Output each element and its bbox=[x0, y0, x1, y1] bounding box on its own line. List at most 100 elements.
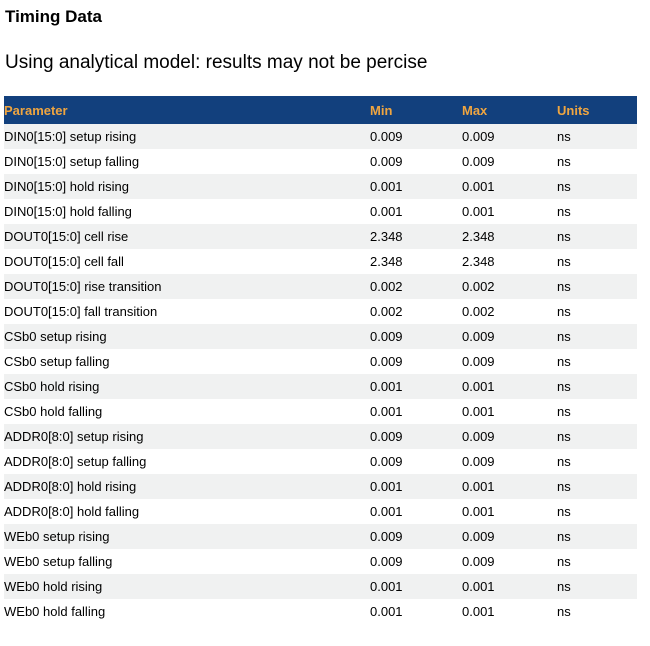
cell-min: 0.009 bbox=[370, 529, 403, 544]
cell-min: 0.009 bbox=[370, 129, 403, 144]
cell-max: 0.009 bbox=[462, 329, 495, 344]
cell-parameter: CSb0 setup rising bbox=[4, 329, 107, 344]
cell-parameter: DIN0[15:0] setup falling bbox=[4, 154, 140, 169]
table-row: WEb0 hold rising 0.001 0.001 ns bbox=[4, 574, 637, 599]
table-row: WEb0 setup falling 0.009 0.009 ns bbox=[4, 549, 637, 574]
cell-parameter: ADDR0[8:0] setup rising bbox=[4, 429, 144, 444]
cell-min: 0.001 bbox=[370, 204, 403, 219]
cell-units: ns bbox=[557, 179, 571, 194]
cell-min: 2.348 bbox=[370, 254, 403, 269]
cell-max: 0.001 bbox=[462, 379, 495, 394]
cell-parameter: CSb0 hold falling bbox=[4, 404, 103, 419]
cell-min: 0.002 bbox=[370, 279, 403, 294]
cell-units: ns bbox=[557, 204, 571, 219]
table-row: DIN0[15:0] hold falling 0.001 0.001 ns bbox=[4, 199, 637, 224]
cell-max: 0.001 bbox=[462, 204, 495, 219]
cell-parameter: WEb0 hold falling bbox=[4, 604, 106, 619]
cell-parameter: CSb0 setup falling bbox=[4, 354, 110, 369]
table-row: DOUT0[15:0] cell fall 2.348 2.348 ns bbox=[4, 249, 637, 274]
cell-parameter: DOUT0[15:0] cell rise bbox=[4, 229, 129, 244]
cell-parameter: WEb0 setup rising bbox=[4, 529, 110, 544]
cell-parameter: ADDR0[8:0] hold rising bbox=[4, 479, 137, 494]
cell-units: ns bbox=[557, 604, 571, 619]
column-header-max: Max bbox=[462, 96, 557, 124]
cell-units: ns bbox=[557, 304, 571, 319]
cell-units: ns bbox=[557, 129, 571, 144]
cell-max: 0.002 bbox=[462, 304, 495, 319]
timing-data-table: Parameter Min Max Units DIN0[15:0] setup… bbox=[4, 96, 637, 624]
table-row: DOUT0[15:0] rise transition 0.002 0.002 ns bbox=[4, 274, 637, 299]
cell-max: 0.001 bbox=[462, 404, 495, 419]
cell-parameter: ADDR0[8:0] hold falling bbox=[4, 504, 140, 519]
cell-min: 0.001 bbox=[370, 404, 403, 419]
cell-parameter: WEb0 setup falling bbox=[4, 554, 113, 569]
cell-min: 0.001 bbox=[370, 379, 403, 394]
table-row: CSb0 hold falling 0.001 0.001 ns bbox=[4, 399, 637, 424]
cell-min: 0.009 bbox=[370, 354, 403, 369]
cell-min: 0.009 bbox=[370, 454, 403, 469]
table-header-row: Parameter Min Max Units bbox=[4, 96, 637, 124]
cell-max: 0.009 bbox=[462, 454, 495, 469]
cell-max: 0.009 bbox=[462, 429, 495, 444]
table-row: ADDR0[8:0] hold rising 0.001 0.001 ns bbox=[4, 474, 637, 499]
cell-min: 0.001 bbox=[370, 479, 403, 494]
cell-min: 0.001 bbox=[370, 504, 403, 519]
table-row: ADDR0[8:0] hold falling 0.001 0.001 ns bbox=[4, 499, 637, 524]
table-row: ADDR0[8:0] setup rising 0.009 0.009 ns bbox=[4, 424, 637, 449]
table-row: CSb0 hold rising 0.001 0.001 ns bbox=[4, 374, 637, 399]
cell-parameter: CSb0 hold rising bbox=[4, 379, 100, 394]
cell-max: 0.001 bbox=[462, 179, 495, 194]
cell-units: ns bbox=[557, 404, 571, 419]
cell-min: 0.002 bbox=[370, 304, 403, 319]
cell-parameter: DIN0[15:0] hold rising bbox=[4, 179, 130, 194]
cell-max: 2.348 bbox=[462, 254, 495, 269]
cell-min: 0.009 bbox=[370, 554, 403, 569]
cell-min: 2.348 bbox=[370, 229, 403, 244]
cell-units: ns bbox=[557, 579, 571, 594]
cell-parameter: WEb0 hold rising bbox=[4, 579, 103, 594]
table-row: WEb0 setup rising 0.009 0.009 ns bbox=[4, 524, 637, 549]
cell-max: 0.001 bbox=[462, 504, 495, 519]
cell-units: ns bbox=[557, 229, 571, 244]
cell-units: ns bbox=[557, 279, 571, 294]
cell-parameter: ADDR0[8:0] setup falling bbox=[4, 454, 147, 469]
cell-max: 0.009 bbox=[462, 554, 495, 569]
table-row: ADDR0[8:0] setup falling 0.009 0.009 ns bbox=[4, 449, 637, 474]
cell-max: 0.009 bbox=[462, 529, 495, 544]
table-row: WEb0 hold falling 0.001 0.001 ns bbox=[4, 599, 637, 624]
table-row: CSb0 setup falling 0.009 0.009 ns bbox=[4, 349, 637, 374]
table-row: DIN0[15:0] hold rising 0.001 0.001 ns bbox=[4, 174, 637, 199]
cell-units: ns bbox=[557, 429, 571, 444]
cell-units: ns bbox=[557, 379, 571, 394]
column-header-min: Min bbox=[370, 96, 462, 124]
cell-parameter: DOUT0[15:0] cell fall bbox=[4, 254, 124, 269]
table-row: DOUT0[15:0] fall transition 0.002 0.002 ns bbox=[4, 299, 637, 324]
cell-max: 0.001 bbox=[462, 604, 495, 619]
cell-min: 0.009 bbox=[370, 429, 403, 444]
table-body: DIN0[15:0] setup rising 0.009 0.009 ns DIN0[… bbox=[4, 124, 637, 624]
cell-parameter: DIN0[15:0] hold falling bbox=[4, 204, 132, 219]
table-row: CSb0 setup rising 0.009 0.009 ns bbox=[4, 324, 637, 349]
page-subtitle: Using analytical model: results may not … bbox=[5, 52, 428, 73]
cell-max: 0.001 bbox=[462, 479, 495, 494]
cell-units: ns bbox=[557, 354, 571, 369]
cell-min: 0.001 bbox=[370, 604, 403, 619]
column-header-parameter: Parameter bbox=[4, 96, 370, 124]
cell-units: ns bbox=[557, 554, 571, 569]
cell-parameter: DOUT0[15:0] rise transition bbox=[4, 279, 162, 294]
table-row: DOUT0[15:0] cell rise 2.348 2.348 ns bbox=[4, 224, 637, 249]
cell-units: ns bbox=[557, 329, 571, 344]
cell-max: 0.009 bbox=[462, 354, 495, 369]
cell-units: ns bbox=[557, 154, 571, 169]
cell-max: 0.002 bbox=[462, 279, 495, 294]
cell-max: 0.009 bbox=[462, 129, 495, 144]
cell-min: 0.001 bbox=[370, 179, 403, 194]
cell-units: ns bbox=[557, 254, 571, 269]
cell-min: 0.009 bbox=[370, 329, 403, 344]
cell-min: 0.009 bbox=[370, 154, 403, 169]
table-row: DIN0[15:0] setup rising 0.009 0.009 ns bbox=[4, 124, 637, 149]
cell-min: 0.001 bbox=[370, 579, 403, 594]
cell-max: 2.348 bbox=[462, 229, 495, 244]
cell-units: ns bbox=[557, 479, 571, 494]
